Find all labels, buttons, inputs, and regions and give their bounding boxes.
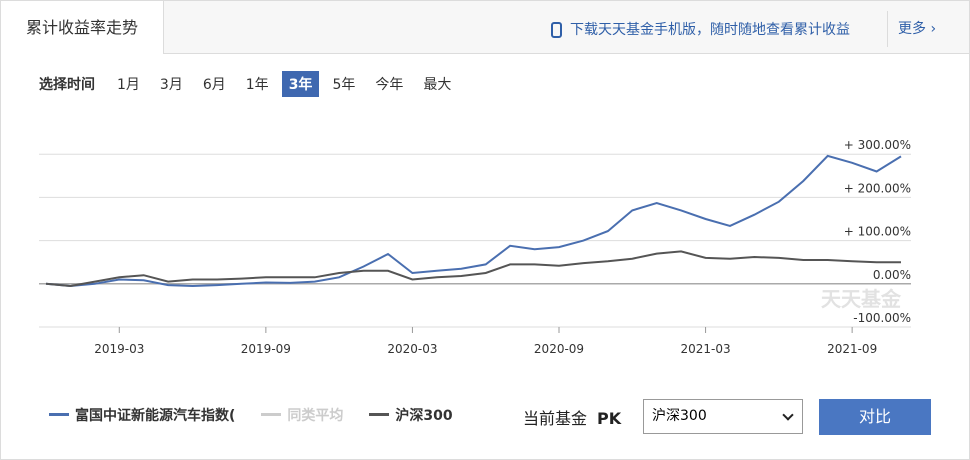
time-option[interactable]: 6月 bbox=[202, 77, 226, 93]
x-tick-label: 2019-09 bbox=[241, 342, 291, 356]
x-tick-label: 2020-09 bbox=[534, 342, 584, 356]
y-tick-label: + 300.00% bbox=[844, 138, 911, 152]
more-link[interactable]: 更多 › bbox=[887, 11, 957, 47]
x-tick-label: 2021-09 bbox=[827, 342, 877, 356]
time-option[interactable]: 5年 bbox=[332, 77, 356, 93]
time-option[interactable]: 今年 bbox=[375, 77, 404, 93]
y-tick-label: + 100.00% bbox=[844, 225, 911, 239]
compare-select[interactable]: 沪深300 bbox=[643, 399, 803, 434]
legend-text[interactable]: 富国中证新能源汽车指数( bbox=[75, 408, 236, 424]
time-label: 选择时间 bbox=[39, 77, 95, 93]
header: 累计收益率走势 下载天天基金手机版，随时随地查看累计收益 更多 › bbox=[1, 1, 969, 54]
compare-button[interactable]: 对比 bbox=[819, 399, 931, 435]
x-tick-label: 2019-03 bbox=[94, 342, 144, 356]
time-selector: 选择时间 1月 3月 6月 1年 3年 5年 今年 最大 bbox=[39, 71, 464, 97]
legend-text[interactable]: 同类平均 bbox=[287, 408, 344, 424]
pk-vs: PK bbox=[597, 409, 622, 428]
x-tick-label: 2021-03 bbox=[681, 342, 731, 356]
legend-item[interactable]: 沪深300 bbox=[369, 408, 453, 424]
legend: 富国中证新能源汽车指数( 同类平均 沪深300 bbox=[49, 405, 479, 425]
series-line bbox=[45, 154, 902, 288]
download-link[interactable]: 下载天天基金手机版，随时随地查看累计收益 bbox=[551, 19, 850, 39]
legend-text[interactable]: 沪深300 bbox=[395, 408, 453, 424]
legend-swatch bbox=[261, 413, 282, 416]
more-text[interactable]: 更多 bbox=[898, 21, 926, 37]
y-tick-label: -100.00% bbox=[853, 311, 911, 325]
legend-item[interactable]: 同类平均 bbox=[261, 408, 343, 424]
time-option[interactable]: 最大 bbox=[423, 77, 452, 93]
series-line bbox=[45, 250, 901, 288]
pk-label: 当前基金 PK bbox=[523, 405, 621, 429]
x-tick-label: 2020-03 bbox=[387, 342, 437, 356]
time-option[interactable]: 1月 bbox=[117, 77, 140, 93]
time-option[interactable]: 1年 bbox=[245, 77, 269, 93]
y-tick-label: + 200.00% bbox=[844, 181, 911, 195]
legend-item[interactable]: 富国中证新能源汽车指数( bbox=[49, 408, 235, 424]
y-tick-label: 0.00% bbox=[873, 268, 911, 282]
time-option[interactable]: 3年 bbox=[281, 71, 320, 97]
chart: 天天基金 -100.00% 0.00% + 100.00% + 200.00% + 30… bbox=[39, 138, 911, 356]
legend-swatch bbox=[49, 413, 69, 416]
pk-current: 当前基金 bbox=[523, 409, 588, 428]
legend-swatch bbox=[369, 413, 390, 416]
tab[interactable]: 累计收益率走势 bbox=[1, 1, 164, 54]
time-option[interactable]: 3月 bbox=[159, 77, 183, 93]
watermark: 天天基金 bbox=[821, 287, 902, 311]
download-text[interactable]: 下载天天基金手机版，随时随地查看累计收益 bbox=[570, 22, 850, 38]
